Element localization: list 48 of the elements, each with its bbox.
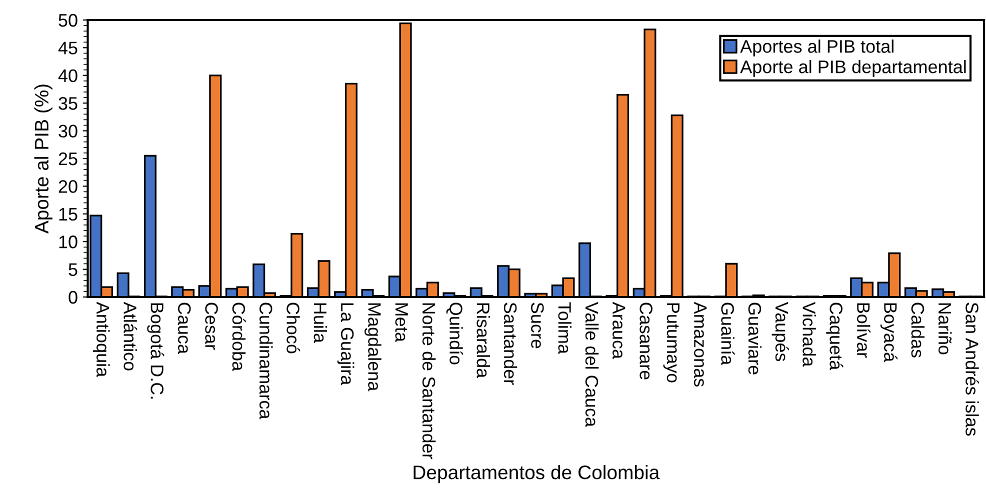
legend-label: Aporte al PIB departamental bbox=[740, 60, 966, 77]
x-tick-label: Arauca bbox=[612, 302, 626, 360]
x-tick-label: La Guajira bbox=[337, 303, 354, 386]
y-tick-label: 50 bbox=[58, 14, 78, 27]
y-tick-label: 45 bbox=[58, 42, 78, 54]
x-tick-label: Bogotá D.C. bbox=[147, 303, 164, 399]
x-tick-label: Córdoba bbox=[232, 302, 246, 372]
x-tick-label: Caquetá bbox=[826, 302, 844, 370]
y-tick-label: 30 bbox=[58, 124, 78, 138]
x-tick-label: Boyacá bbox=[880, 303, 898, 362]
x-tick-label: Tolima bbox=[558, 302, 572, 354]
x-tick-label: Cesar bbox=[205, 302, 218, 350]
x-tick-label: Atlántico bbox=[124, 302, 138, 370]
x-tick-label: San Andrés islas bbox=[966, 302, 980, 436]
y-tick-label: 0 bbox=[68, 290, 78, 304]
x-tick-label: Antioquia bbox=[92, 302, 110, 378]
x-axis-title: Departamentos de Colombia bbox=[414, 464, 660, 484]
x-tick-label: Caldas bbox=[911, 302, 925, 358]
y-tick-label: 40 bbox=[58, 69, 78, 82]
x-tick-label: Santander bbox=[504, 302, 518, 385]
y-tick-label: 5 bbox=[68, 263, 78, 276]
x-tick-label: Guaviare bbox=[748, 302, 762, 374]
x-tick-label: Bolívar bbox=[856, 303, 870, 358]
x-tick-label: Nariño bbox=[938, 303, 952, 354]
x-tick-label: Sucre bbox=[531, 302, 544, 348]
x-tick-label: Vaupés bbox=[772, 302, 789, 362]
x-tick-label: Chocó bbox=[286, 302, 300, 354]
x-tick-label: Quindío bbox=[446, 302, 464, 364]
x-tick-label: Valle del Cauca bbox=[585, 302, 599, 427]
x-tick-label: Meta bbox=[395, 303, 408, 342]
x-tick-label: Putumayo bbox=[663, 303, 680, 382]
x-tick-label: Magdalena bbox=[364, 303, 382, 392]
x-tick-label: Amazonas bbox=[694, 302, 707, 387]
y-tick-label: 10 bbox=[59, 236, 78, 248]
x-tick-label: Guainía bbox=[721, 302, 735, 366]
x-tick-label: Huila bbox=[314, 303, 328, 344]
legend-label: Aportes al PIB total bbox=[740, 40, 894, 56]
x-tick-label: Cauca bbox=[178, 302, 191, 354]
x-tick-label: Vichada bbox=[802, 302, 816, 367]
y-tick-label: 35 bbox=[58, 97, 78, 110]
y-axis-title: Aporte al PIB (%) bbox=[34, 84, 52, 234]
y-tick-label: 25 bbox=[58, 152, 78, 166]
y-tick-label: 20 bbox=[58, 180, 78, 193]
x-tick-label: Cundinamarca bbox=[259, 302, 273, 420]
x-tick-label: Norte de Santander bbox=[422, 303, 436, 460]
x-tick-label: Casanare bbox=[640, 302, 652, 380]
y-tick-label: 15 bbox=[59, 208, 78, 221]
x-tick-label: Risaralda bbox=[476, 303, 490, 378]
